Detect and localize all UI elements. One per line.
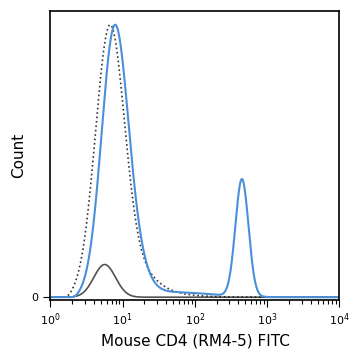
X-axis label: Mouse CD4 (RM4-5) FITC: Mouse CD4 (RM4-5) FITC	[101, 334, 290, 349]
Y-axis label: Count: Count	[11, 133, 26, 178]
